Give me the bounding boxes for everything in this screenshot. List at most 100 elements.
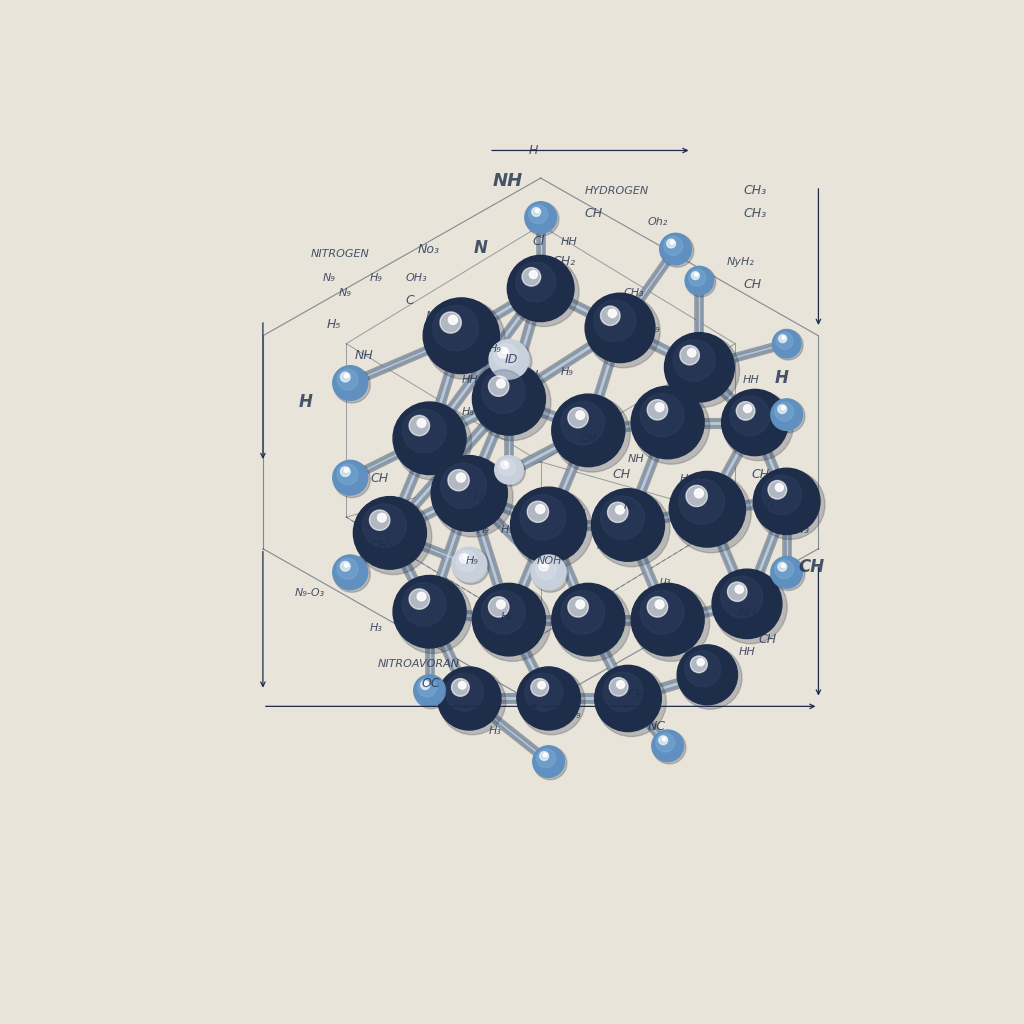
Circle shape [334, 461, 371, 498]
Circle shape [425, 300, 505, 379]
Circle shape [536, 558, 556, 580]
Circle shape [772, 330, 801, 357]
Circle shape [686, 267, 716, 297]
Circle shape [754, 468, 820, 535]
Circle shape [743, 404, 752, 413]
Circle shape [601, 496, 644, 540]
Circle shape [531, 555, 566, 590]
Text: OC: OC [422, 677, 440, 689]
Circle shape [685, 651, 721, 687]
Circle shape [647, 399, 668, 420]
Text: CH₃: CH₃ [370, 539, 393, 552]
Text: u₃: u₃ [659, 577, 671, 586]
Circle shape [459, 681, 466, 689]
Text: H₃: H₃ [473, 494, 486, 504]
Text: CH₉: CH₉ [560, 711, 582, 720]
Circle shape [504, 462, 508, 466]
Circle shape [395, 578, 471, 653]
Circle shape [353, 497, 426, 569]
Circle shape [499, 459, 515, 475]
Circle shape [633, 585, 710, 662]
Text: N₉: N₉ [323, 272, 335, 283]
Circle shape [755, 470, 825, 540]
Text: H: H [299, 393, 312, 411]
Circle shape [730, 396, 770, 436]
Circle shape [655, 402, 664, 412]
Circle shape [694, 488, 703, 498]
Circle shape [529, 270, 538, 279]
Text: CH: CH [585, 208, 602, 220]
Circle shape [402, 410, 446, 453]
Circle shape [334, 556, 371, 592]
Circle shape [691, 271, 699, 280]
Circle shape [723, 391, 794, 461]
Circle shape [667, 335, 739, 408]
Circle shape [680, 345, 699, 365]
Circle shape [594, 300, 636, 342]
Circle shape [585, 293, 655, 362]
Text: H₃: H₃ [596, 541, 609, 551]
Circle shape [509, 257, 579, 327]
Text: H₉: H₉ [465, 556, 478, 566]
Circle shape [527, 501, 549, 522]
Circle shape [525, 202, 557, 233]
Text: NITROGEN: NITROGEN [310, 249, 370, 259]
Circle shape [568, 597, 588, 617]
Text: H₉: H₉ [489, 343, 502, 353]
Text: H₉: H₉ [461, 407, 474, 417]
Text: N₉: N₉ [338, 289, 351, 298]
Circle shape [603, 672, 643, 712]
Circle shape [600, 306, 621, 326]
Circle shape [333, 366, 368, 400]
Circle shape [417, 419, 426, 427]
Circle shape [631, 584, 705, 656]
Circle shape [337, 464, 358, 484]
Circle shape [440, 463, 486, 509]
Circle shape [511, 487, 587, 563]
Circle shape [771, 557, 803, 588]
Circle shape [775, 560, 794, 579]
Circle shape [736, 401, 755, 420]
Circle shape [525, 203, 559, 236]
Circle shape [472, 362, 546, 435]
Circle shape [393, 402, 466, 474]
Text: HH: HH [560, 238, 578, 247]
Text: NOH: NOH [537, 556, 562, 566]
Circle shape [333, 461, 368, 495]
Circle shape [440, 312, 461, 333]
Circle shape [395, 403, 471, 480]
Circle shape [772, 557, 805, 591]
Circle shape [421, 681, 430, 689]
Text: H: H [680, 474, 688, 483]
Circle shape [593, 490, 670, 566]
Circle shape [528, 205, 548, 224]
Circle shape [530, 679, 549, 696]
Circle shape [607, 502, 628, 522]
Text: H₉: H₉ [370, 272, 383, 283]
Circle shape [532, 556, 568, 592]
Circle shape [512, 489, 593, 568]
Text: N: N [394, 436, 403, 450]
Circle shape [474, 365, 551, 440]
Circle shape [378, 513, 386, 522]
Circle shape [362, 504, 407, 548]
Text: a: a [719, 474, 726, 483]
Circle shape [712, 569, 782, 639]
Circle shape [660, 234, 694, 267]
Circle shape [592, 488, 665, 561]
Circle shape [418, 678, 436, 697]
Text: CH: CH [759, 633, 777, 646]
Text: H₉: H₉ [501, 611, 514, 622]
Circle shape [615, 506, 625, 514]
Circle shape [537, 749, 556, 768]
Text: CH₃: CH₃ [568, 454, 589, 464]
Circle shape [552, 394, 625, 467]
Circle shape [520, 495, 565, 540]
Circle shape [721, 577, 763, 617]
Circle shape [685, 266, 714, 295]
Text: C: C [406, 294, 415, 307]
Circle shape [677, 645, 737, 705]
Circle shape [449, 315, 458, 325]
Text: HH: HH [743, 375, 760, 385]
Circle shape [640, 393, 684, 437]
